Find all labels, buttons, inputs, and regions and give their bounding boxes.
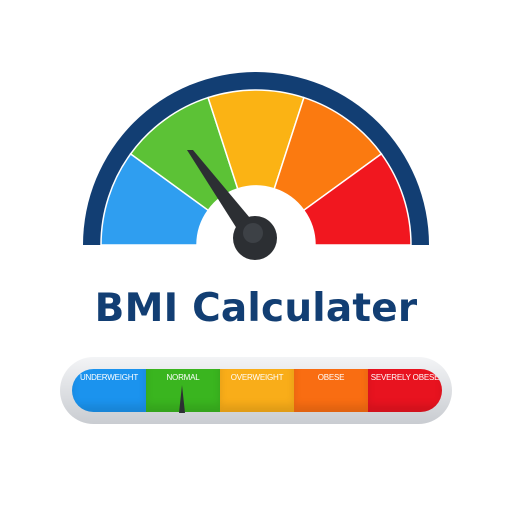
scale-label-underweight: UNDERWEIGHT [79, 373, 139, 382]
bmi-scale: UNDERWEIGHT NORMAL OVERWEIGHT OBESE SEVE… [72, 369, 442, 412]
scale-indicator-icon [179, 385, 185, 413]
scale-segment-severely-obese: SEVERELY OBESE [368, 369, 442, 412]
scale-label-severely-obese: SEVERELY OBESE [370, 373, 440, 382]
gauge-needle [187, 150, 277, 260]
page-title: BMI Calculater [94, 286, 418, 331]
scale-segment-underweight: UNDERWEIGHT [72, 369, 146, 412]
scale-segment-obese: OBESE [294, 369, 368, 412]
scale-label-overweight: OVERWEIGHT [230, 373, 284, 382]
scale-segment-overweight: OVERWEIGHT [220, 369, 294, 412]
scale-label-obese: OBESE [317, 373, 345, 382]
scale-label-normal: NORMAL [166, 373, 200, 382]
